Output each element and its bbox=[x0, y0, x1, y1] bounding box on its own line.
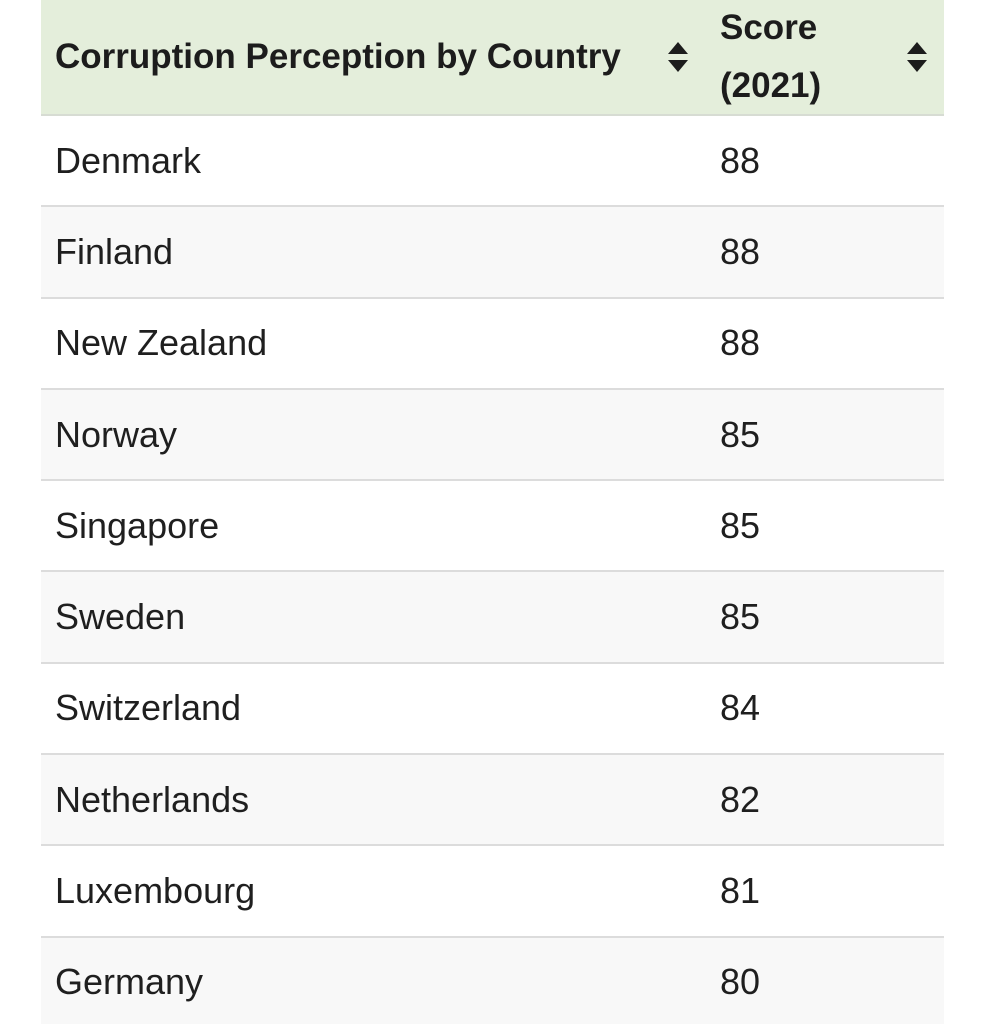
cell-score: 80 bbox=[720, 961, 761, 1003]
table-row: Denmark 88 bbox=[41, 116, 944, 208]
cell-score: 88 bbox=[720, 230, 761, 272]
cell-country: Denmark bbox=[55, 139, 202, 181]
cell-country: Switzerland bbox=[55, 687, 242, 729]
cell-country: New Zealand bbox=[55, 322, 268, 364]
cell-country: Singapore bbox=[55, 504, 220, 546]
column-header-country[interactable]: Corruption Perception by Country bbox=[41, 0, 705, 114]
cell-score: 82 bbox=[720, 778, 761, 820]
table-row: Norway 85 bbox=[41, 389, 944, 482]
table-row: Switzerland 84 bbox=[41, 663, 944, 756]
table-row: Luxembourg 81 bbox=[41, 846, 944, 938]
cell-score: 84 bbox=[720, 687, 761, 729]
cell-score: 85 bbox=[720, 504, 761, 546]
table-row: Netherlands 82 bbox=[41, 755, 944, 847]
cell-score: 81 bbox=[720, 870, 761, 912]
sort-icon[interactable] bbox=[905, 40, 929, 74]
column-header-score[interactable]: Score (2021) bbox=[705, 0, 944, 114]
table-body: Denmark 88 Finland 88 New Zealand 88 Nor… bbox=[41, 116, 944, 1024]
table-row: Singapore 85 bbox=[41, 481, 944, 573]
column-header-score-label: Score (2021) bbox=[720, 8, 822, 105]
cell-score: 88 bbox=[720, 139, 761, 181]
column-header-country-label: Corruption Perception by Country bbox=[55, 37, 621, 76]
cell-country: Sweden bbox=[55, 596, 186, 638]
cell-country: Luxembourg bbox=[55, 870, 256, 912]
cell-score: 85 bbox=[720, 413, 761, 455]
table-row: Sweden 85 bbox=[41, 572, 944, 664]
table-row: New Zealand 88 bbox=[41, 298, 944, 390]
cell-country: Netherlands bbox=[55, 778, 250, 820]
table-row: Germany 80 bbox=[41, 937, 944, 1024]
corruption-table: Corruption Perception by Country Score (… bbox=[41, 0, 944, 1024]
sort-icon[interactable] bbox=[666, 40, 690, 74]
cell-score: 88 bbox=[720, 322, 761, 364]
cell-score: 85 bbox=[720, 596, 761, 638]
cell-country: Germany bbox=[55, 961, 204, 1003]
cell-country: Finland bbox=[55, 230, 174, 272]
cell-country: Norway bbox=[55, 413, 178, 455]
table-row: Finland 88 bbox=[41, 207, 944, 299]
table-header: Corruption Perception by Country Score (… bbox=[41, 0, 944, 116]
